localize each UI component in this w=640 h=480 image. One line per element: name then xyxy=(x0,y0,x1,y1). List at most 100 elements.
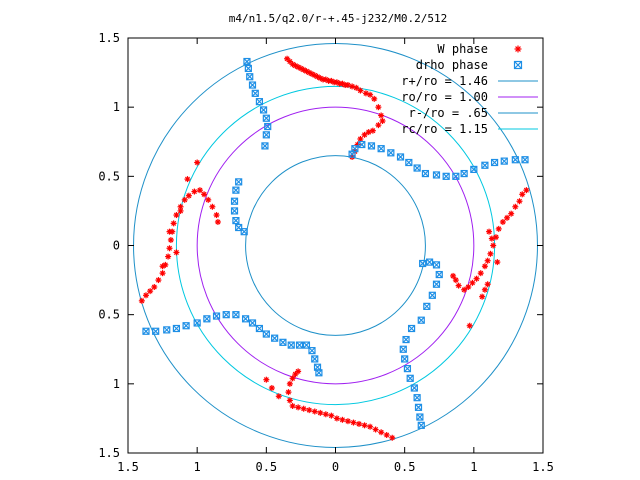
point-1-27 xyxy=(432,171,441,179)
point-1-44 xyxy=(403,365,412,373)
point-1-47 xyxy=(402,335,410,344)
point-1-3 xyxy=(248,81,257,89)
axis-ticks: 1.5 1 0.5 0 0.5 1 1.51.510.500.511.5 xyxy=(98,31,554,474)
point-0-76 xyxy=(344,418,351,425)
point-1-52 xyxy=(432,280,441,288)
point-0-105 xyxy=(167,236,174,243)
point-1-2 xyxy=(246,73,254,81)
legend-label-3: ro/ro = 1.00 xyxy=(401,90,488,104)
point-1-40 xyxy=(414,403,423,411)
legend-label-2: r+/ro = 1.46 xyxy=(401,74,488,88)
point-0-104 xyxy=(166,245,173,252)
point-0-117 xyxy=(213,212,220,219)
point-1-4 xyxy=(251,89,259,97)
legend-label-5: rc/ro = 1.15 xyxy=(401,122,488,136)
point-1-49 xyxy=(417,316,425,324)
point-1-9 xyxy=(262,131,270,139)
point-0-44 xyxy=(508,210,515,217)
point-1-38 xyxy=(417,421,425,429)
point-0-87 xyxy=(286,397,293,404)
point-0-58 xyxy=(455,282,462,289)
point-0-82 xyxy=(311,408,318,415)
point-0-63 xyxy=(479,293,486,300)
point-1-17 xyxy=(240,228,248,236)
point-0-56 xyxy=(465,284,472,290)
point-0-24 xyxy=(353,84,360,91)
point-0-78 xyxy=(333,415,340,422)
point-0-89 xyxy=(286,380,293,387)
point-1-34 xyxy=(367,142,376,150)
point-1-46 xyxy=(399,345,407,353)
point-0-43 xyxy=(512,203,519,210)
point-1-28 xyxy=(421,169,430,178)
point-0-54 xyxy=(473,275,480,282)
point-0-55 xyxy=(469,279,476,286)
point-0-69 xyxy=(383,432,390,439)
point-0-72 xyxy=(367,423,374,430)
point-0-81 xyxy=(317,409,324,416)
point-0-46 xyxy=(499,218,506,225)
point-1-13 xyxy=(230,197,239,205)
point-0-80 xyxy=(322,411,329,418)
point-0-70 xyxy=(378,429,385,436)
point-1-58 xyxy=(152,327,160,335)
circle-2 xyxy=(245,155,426,336)
point-0-61 xyxy=(484,281,491,288)
point-1-54 xyxy=(432,261,441,269)
point-1-45 xyxy=(401,355,409,363)
point-0-88 xyxy=(285,389,292,396)
point-1-6 xyxy=(259,106,268,114)
point-0-52 xyxy=(481,263,488,270)
point-1-29 xyxy=(413,164,421,172)
point-1-48 xyxy=(407,324,416,333)
point-1-72 xyxy=(279,338,287,346)
point-1-50 xyxy=(423,302,431,310)
point-1-64 xyxy=(212,312,221,320)
point-0-93 xyxy=(263,376,270,383)
point-0-77 xyxy=(339,416,346,423)
point-0-60 xyxy=(450,272,457,279)
point-0-103 xyxy=(165,253,172,260)
point-1-66 xyxy=(232,311,240,319)
point-0-120 xyxy=(184,176,191,183)
point-1-30 xyxy=(405,158,413,167)
point-0-123 xyxy=(159,263,166,270)
y-tick-label-2: 0.5 xyxy=(98,308,120,322)
point-1-61 xyxy=(182,322,190,330)
point-0-121 xyxy=(177,207,184,214)
point-0-50 xyxy=(487,250,494,257)
point-0-85 xyxy=(295,404,302,411)
point-1-70 xyxy=(262,330,270,338)
point-0-41 xyxy=(519,191,526,198)
y-tick-label-3: 0 xyxy=(113,239,120,253)
point-0-27 xyxy=(367,91,374,98)
point-0-66 xyxy=(488,235,495,242)
point-0-92 xyxy=(295,368,302,375)
point-0-75 xyxy=(350,419,357,426)
point-0-28 xyxy=(371,95,378,102)
point-1-21 xyxy=(490,158,499,167)
point-0-35 xyxy=(361,131,368,138)
point-0-116 xyxy=(209,203,216,210)
point-1-22 xyxy=(481,161,489,169)
point-1-76 xyxy=(308,347,316,355)
point-1-24 xyxy=(460,169,468,178)
point-1-51 xyxy=(428,291,436,299)
point-1-8 xyxy=(264,122,272,131)
point-1-35 xyxy=(358,140,366,149)
point-0-74 xyxy=(356,420,363,427)
point-0-100 xyxy=(155,277,162,284)
point-1-19 xyxy=(511,156,519,164)
point-1-67 xyxy=(241,315,250,323)
reference-circles xyxy=(133,43,538,448)
data-series xyxy=(138,55,530,441)
legend-sample-0 xyxy=(514,45,522,53)
x-tick-label-2: 0.5 xyxy=(255,460,277,474)
point-1-71 xyxy=(271,334,279,342)
point-1-16 xyxy=(235,223,243,232)
point-1-12 xyxy=(232,186,240,194)
point-0-122 xyxy=(166,228,173,235)
y-tick-label-6: 1.5 xyxy=(98,31,120,45)
point-1-55 xyxy=(425,258,434,266)
